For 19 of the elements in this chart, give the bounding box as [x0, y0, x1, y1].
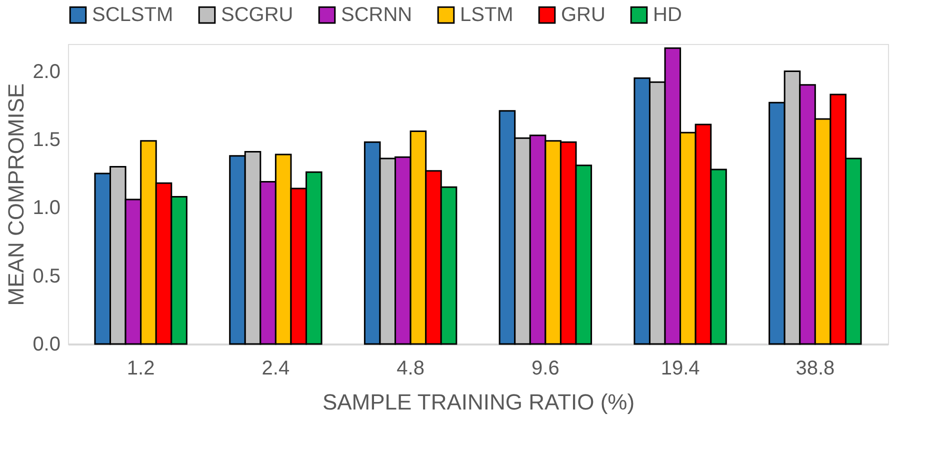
x-tick-label: 4.8	[396, 358, 424, 380]
x-tick-label: 2.4	[262, 358, 290, 380]
x-tick-label: 9.6	[532, 358, 560, 380]
y-tick-label: 2.0	[32, 60, 60, 83]
legend-label: GRU	[561, 4, 606, 26]
x-axis-title: SAMPLE TRAINING RATIO (%)	[322, 390, 635, 414]
x-tick-label: 1.2	[126, 358, 155, 380]
y-tick-label: 0.0	[32, 334, 60, 356]
x-tick-label: 38.8	[796, 358, 835, 380]
x-tick-label: 19.4	[660, 358, 700, 380]
legend-label: LSTM	[460, 4, 514, 26]
y-tick-label: 0.5	[32, 265, 60, 288]
y-tick-label: 1.5	[32, 128, 60, 151]
legend-label: SCLSTM	[92, 4, 174, 26]
legend-label: SCGRU	[221, 4, 294, 26]
y-tick-label: 1.0	[32, 197, 60, 220]
y-axis-title: MEAN COMPROMISE	[4, 83, 29, 306]
legend-label: HD	[653, 4, 682, 26]
legend-label: SCRNN	[341, 4, 412, 26]
